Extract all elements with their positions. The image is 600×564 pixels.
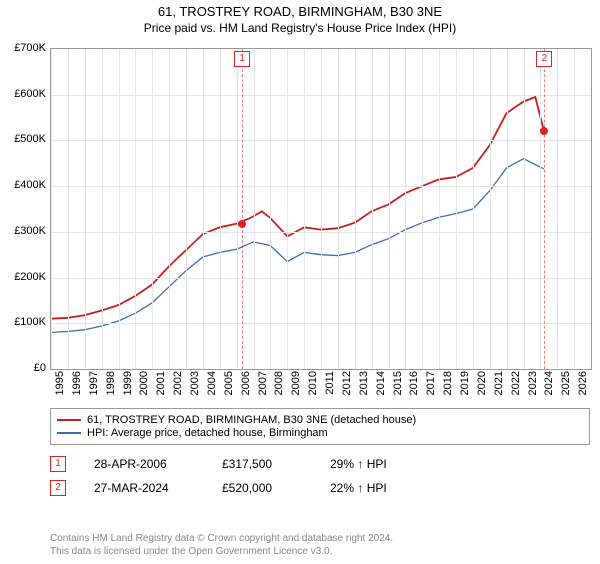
chart-subtitle: Price paid vs. HM Land Registry's House … bbox=[0, 21, 600, 35]
sale-point bbox=[540, 127, 548, 135]
x-tick-label: 2009 bbox=[290, 371, 302, 395]
legend-swatch bbox=[57, 432, 81, 434]
x-tick-label: 2017 bbox=[425, 371, 437, 395]
x-tick-label: 1999 bbox=[122, 371, 134, 395]
attribution-line1: Contains HM Land Registry data © Crown c… bbox=[50, 532, 590, 545]
x-tick-label: 1996 bbox=[71, 371, 83, 395]
sale-point bbox=[238, 220, 246, 228]
x-tick-label: 2020 bbox=[476, 371, 488, 395]
x-tick-label: 2012 bbox=[341, 371, 353, 395]
x-tick-label: 2007 bbox=[257, 371, 269, 395]
y-tick-label: £200K bbox=[0, 271, 46, 283]
x-tick-label: 2001 bbox=[155, 371, 167, 395]
x-tick-label: 1995 bbox=[54, 371, 66, 395]
sale-number: 2 bbox=[50, 480, 66, 496]
x-tick-label: 2016 bbox=[408, 371, 420, 395]
x-tick-label: 2013 bbox=[358, 371, 370, 395]
sale-row: 1 28-APR-2006 £317,500 29% ↑ HPI bbox=[50, 452, 590, 476]
sale-marker: 2 bbox=[536, 51, 552, 67]
legend-swatch bbox=[57, 419, 81, 421]
series-hpi bbox=[51, 159, 544, 333]
y-tick-label: £0 bbox=[0, 362, 46, 374]
sale-number: 1 bbox=[50, 456, 66, 472]
sale-price: £317,500 bbox=[222, 457, 302, 471]
x-tick-label: 2022 bbox=[510, 371, 522, 395]
legend-label: 61, TROSTREY ROAD, BIRMINGHAM, B30 3NE (… bbox=[87, 414, 416, 426]
x-tick-label: 2002 bbox=[172, 371, 184, 395]
y-tick-label: £300K bbox=[0, 225, 46, 237]
x-tick-label: 2000 bbox=[138, 371, 150, 395]
x-tick-label: 2014 bbox=[375, 371, 387, 395]
x-tick-label: 2023 bbox=[527, 371, 539, 395]
sale-date: 28-APR-2006 bbox=[94, 457, 194, 471]
chart-container: { "header": { "title": "61, TROSTREY ROA… bbox=[0, 4, 600, 564]
attribution: Contains HM Land Registry data © Crown c… bbox=[50, 532, 590, 558]
sale-marker: 1 bbox=[234, 51, 250, 67]
plot-area bbox=[50, 48, 592, 370]
sale-pct: 29% ↑ HPI bbox=[330, 457, 387, 471]
x-tick-label: 2024 bbox=[543, 371, 555, 395]
x-tick-label: 2008 bbox=[273, 371, 285, 395]
y-tick-label: £500K bbox=[0, 133, 46, 145]
sales-list: 1 28-APR-2006 £317,500 29% ↑ HPI 2 27-MAR-202… bbox=[50, 452, 590, 500]
x-tick-label: 2010 bbox=[307, 371, 319, 395]
sale-date: 27-MAR-2024 bbox=[94, 481, 194, 495]
legend-item: 61, TROSTREY ROAD, BIRMINGHAM, B30 3NE (… bbox=[57, 414, 583, 426]
y-tick-label: £400K bbox=[0, 179, 46, 191]
legend: 61, TROSTREY ROAD, BIRMINGHAM, B30 3NE (… bbox=[50, 408, 590, 445]
legend-label: HPI: Average price, detached house, Birm… bbox=[87, 427, 328, 439]
series-property bbox=[51, 97, 544, 319]
x-tick-label: 2021 bbox=[493, 371, 505, 395]
y-tick-label: £700K bbox=[0, 42, 46, 54]
x-tick-label: 1997 bbox=[88, 371, 100, 395]
sale-price: £520,000 bbox=[222, 481, 302, 495]
x-tick-label: 2006 bbox=[240, 371, 252, 395]
x-tick-label: 2004 bbox=[206, 371, 218, 395]
x-tick-label: 2025 bbox=[560, 371, 572, 395]
sale-pct: 22% ↑ HPI bbox=[330, 481, 387, 495]
x-tick-label: 2011 bbox=[324, 371, 336, 395]
x-tick-label: 2026 bbox=[577, 371, 589, 395]
x-tick-label: 2005 bbox=[223, 371, 235, 395]
legend-item: HPI: Average price, detached house, Birm… bbox=[57, 427, 583, 439]
attribution-line2: This data is licensed under the Open Gov… bbox=[50, 545, 590, 558]
y-tick-label: £600K bbox=[0, 88, 46, 100]
x-tick-label: 2003 bbox=[189, 371, 201, 395]
x-tick-label: 2018 bbox=[442, 371, 454, 395]
x-tick-label: 2015 bbox=[392, 371, 404, 395]
chart-title: 61, TROSTREY ROAD, BIRMINGHAM, B30 3NE bbox=[0, 4, 600, 19]
sale-row: 2 27-MAR-2024 £520,000 22% ↑ HPI bbox=[50, 476, 590, 500]
x-tick-label: 2019 bbox=[459, 371, 471, 395]
x-tick-label: 1998 bbox=[105, 371, 117, 395]
y-tick-label: £100K bbox=[0, 316, 46, 328]
